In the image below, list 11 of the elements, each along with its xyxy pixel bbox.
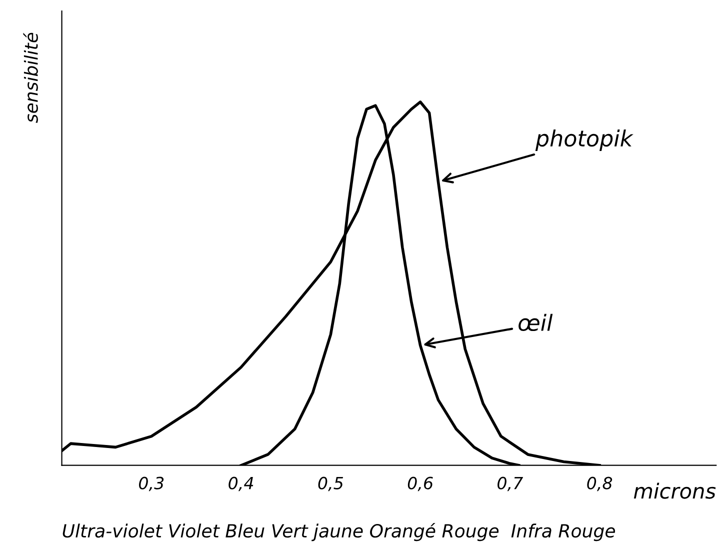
annotation: photopik bbox=[535, 129, 634, 151]
y-axis-title: sensibilité bbox=[23, 32, 38, 123]
text: Ultra-violet Violet Bleu Vert jaune Orangé Rouge Infra Rouge bbox=[62, 522, 615, 542]
x-axis-title: microns bbox=[634, 482, 716, 499]
annotation: œil bbox=[518, 314, 553, 332]
x-tick-label: 0,7 bbox=[498, 476, 524, 492]
x-tick-label: 0,6 bbox=[408, 476, 433, 492]
x-tick-label: 0,8 bbox=[587, 476, 612, 492]
x-tick-label: 0,3 bbox=[139, 476, 164, 492]
x-tick-label: 0,5 bbox=[318, 476, 344, 492]
x-tick-label: 0,4 bbox=[228, 476, 254, 492]
